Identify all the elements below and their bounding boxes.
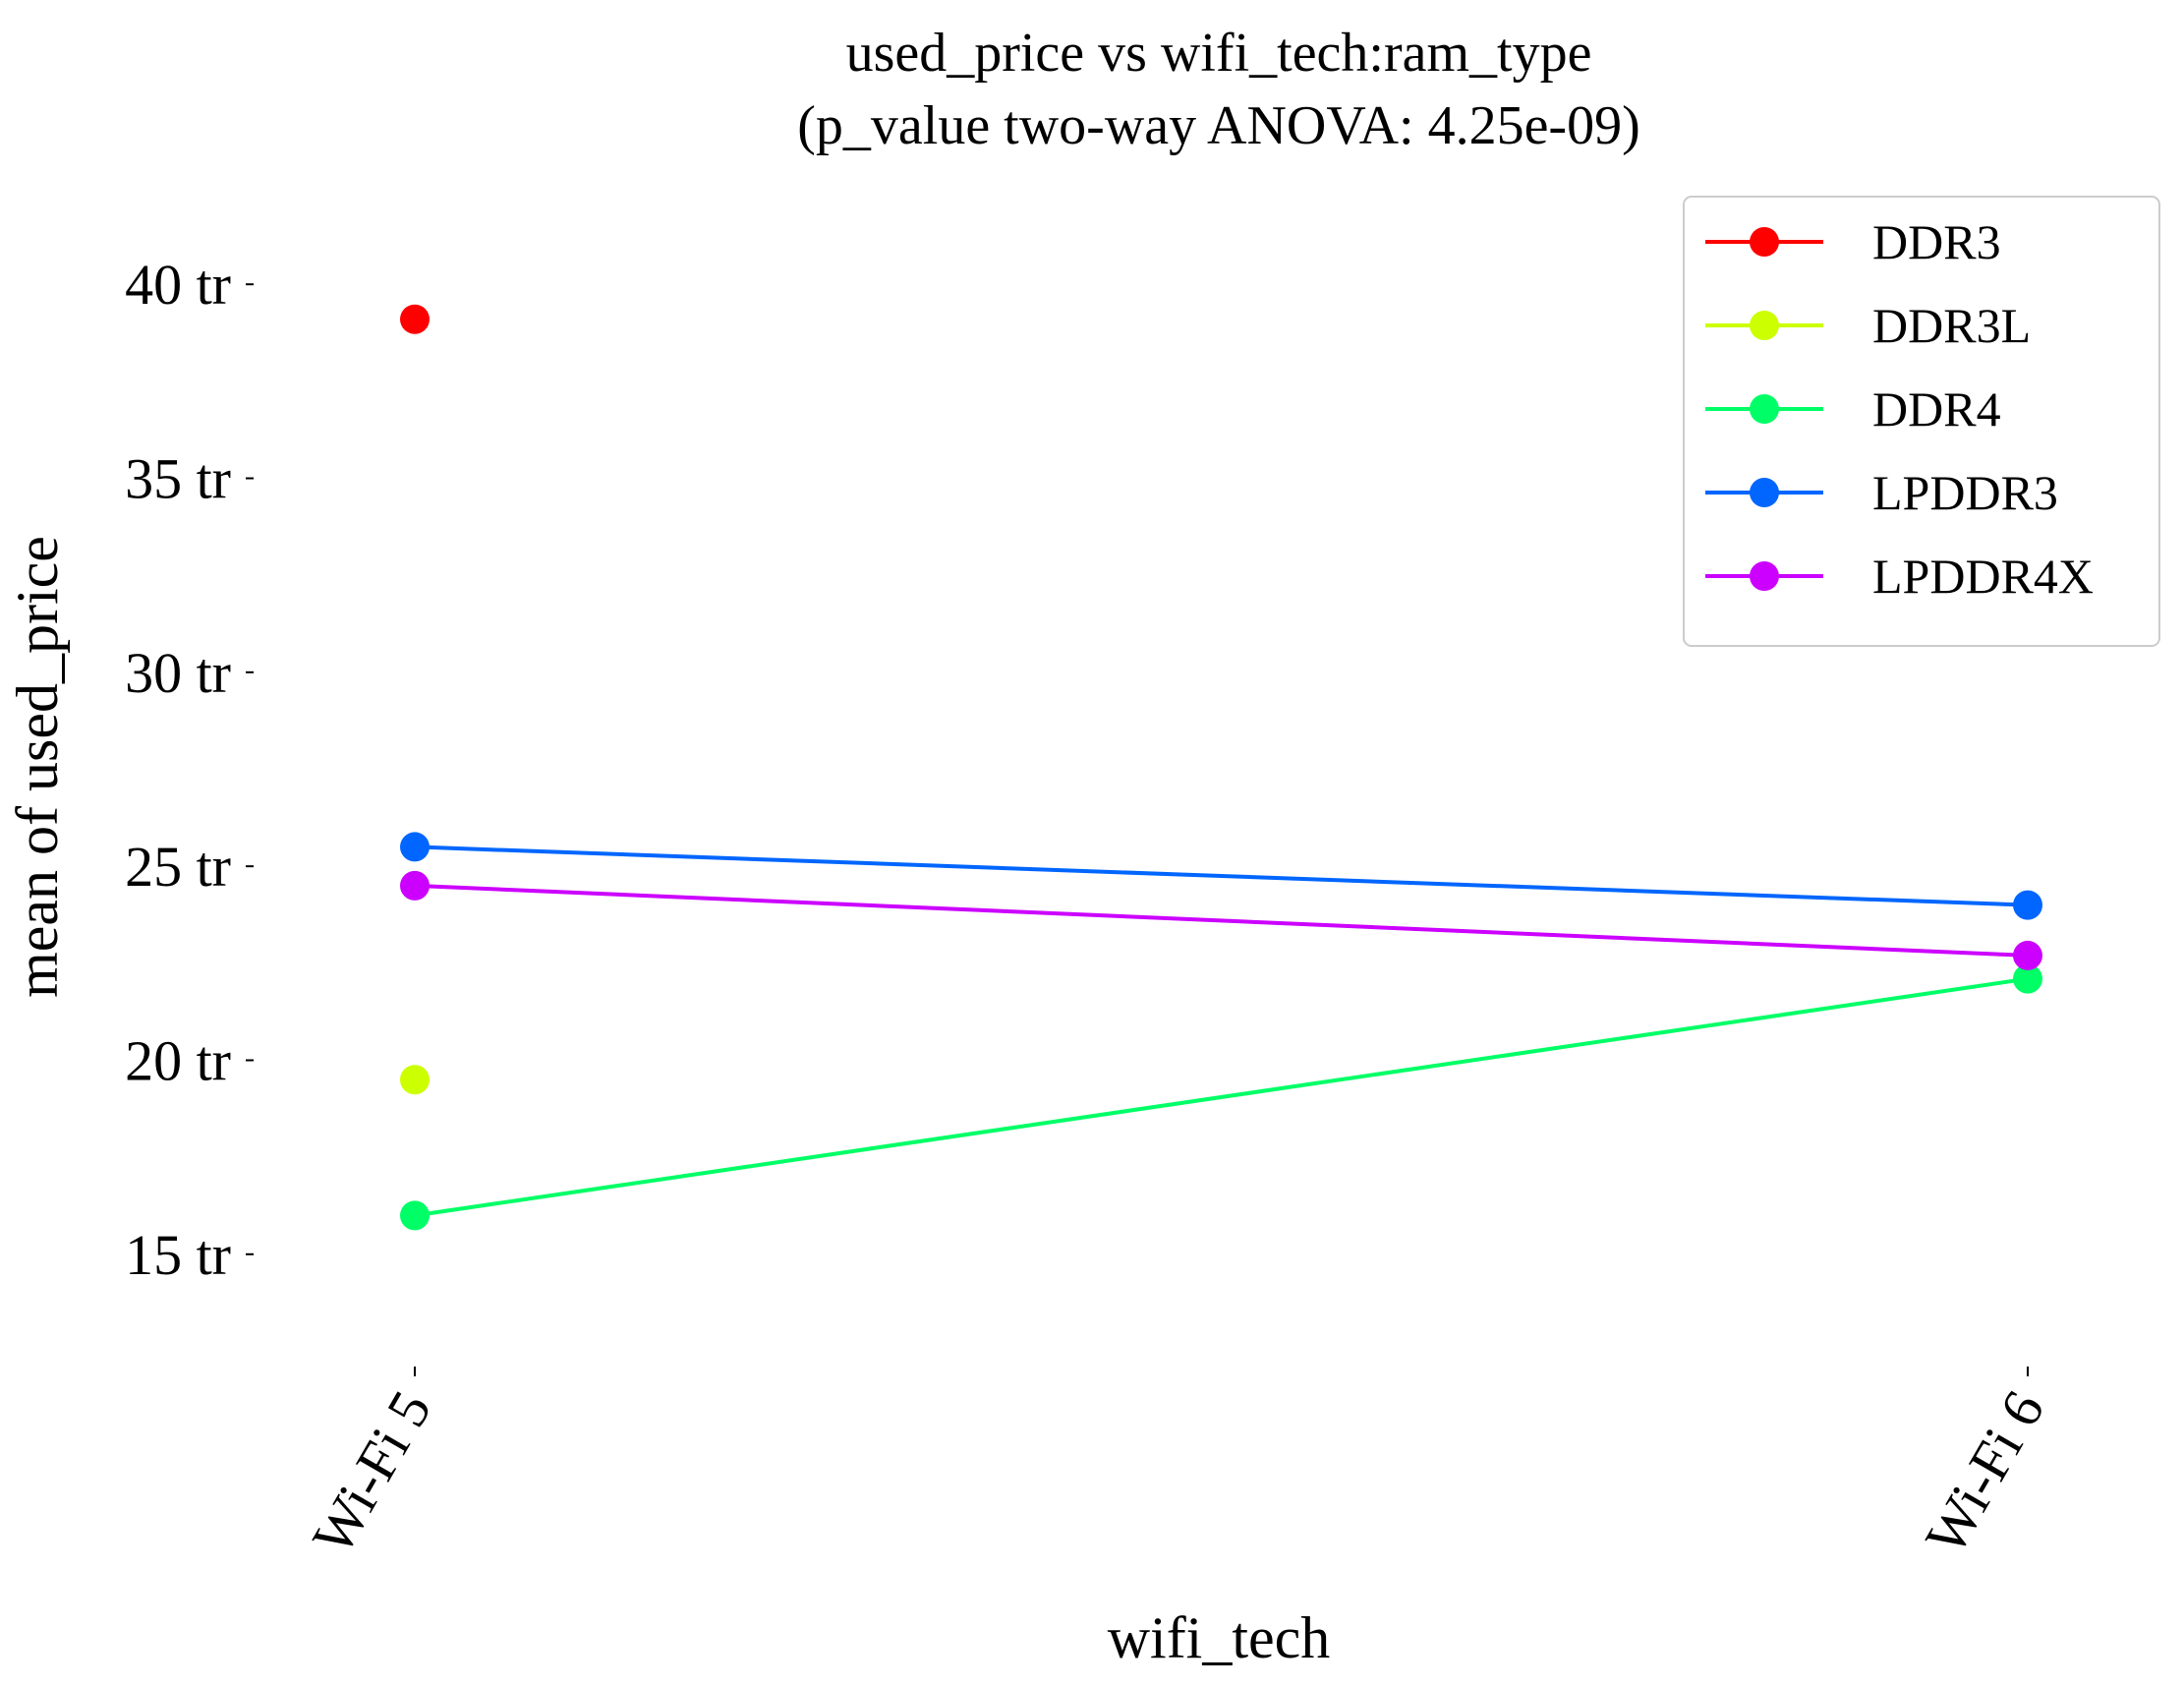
y-axis: 15 tr 20 tr 25 tr 30 tr 35 tr 40 tr [125, 253, 254, 1287]
y-tick-label-4: 35 tr [125, 447, 231, 511]
y-tick-label-2: 25 tr [125, 835, 231, 899]
legend-label-ddr3: DDR3 [1872, 214, 2001, 269]
point-ddr4-0 [400, 1200, 430, 1231]
y-axis-label: mean of used_price [5, 536, 70, 998]
point-ddr3l-0 [400, 1065, 430, 1095]
legend: DDR3 DDR3L DDR4 LPDDR3 LPDDR4X [1683, 196, 2160, 647]
legend-marker-ddr3l [1750, 311, 1779, 340]
legend-label-ddr4: DDR4 [1872, 381, 2001, 437]
x-tick-label-1: Wi-Fi 6 [1913, 1380, 2056, 1565]
point-lpddr3-1 [2013, 890, 2042, 920]
point-lpddr4x-1 [2013, 940, 2042, 970]
legend-marker-lpddr3 [1750, 478, 1779, 507]
y-tick-label-0: 15 tr [125, 1223, 231, 1287]
legend-label-ddr3l: DDR3L [1872, 298, 2031, 353]
chart-subtitle: (p_value two-way ANOVA: 4.25e-09) [797, 95, 1639, 156]
series-layer [400, 304, 2042, 1231]
x-axis: Wi-Fi 5 Wi-Fi 6 [300, 1367, 2056, 1565]
y-tick-label-3: 30 tr [125, 641, 231, 705]
x-axis-label: wifi_tech [1108, 1605, 1331, 1670]
legend-label-lpddr4x: LPDDR4X [1872, 549, 2094, 604]
series-line-lpddr4x [414, 883, 2029, 958]
point-lpddr3-0 [400, 832, 430, 862]
point-lpddr4x-0 [400, 870, 430, 901]
legend-marker-ddr4 [1750, 394, 1779, 424]
series-line-lpddr3 [414, 844, 2029, 907]
legend-marker-lpddr4x [1750, 561, 1779, 591]
chart-title: used_price vs wifi_tech:ram_type [846, 23, 1592, 84]
series-line-ddr4 [414, 976, 2029, 1218]
legend-label-lpddr3: LPDDR3 [1872, 465, 2058, 520]
point-ddr3-0 [400, 304, 430, 334]
legend-box [1683, 196, 2160, 647]
y-tick-label-1: 20 tr [125, 1028, 231, 1092]
point-ddr4-1 [2013, 963, 2042, 994]
x-tick-label-0: Wi-Fi 5 [300, 1380, 443, 1565]
y-tick-label-5: 40 tr [125, 253, 231, 317]
legend-marker-ddr3 [1750, 227, 1779, 257]
